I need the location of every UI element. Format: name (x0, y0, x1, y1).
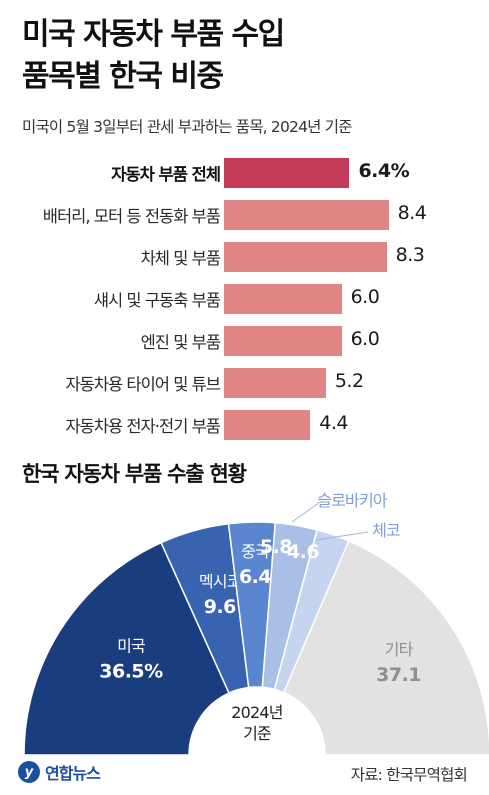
leader-line (291, 501, 321, 523)
yonhap-logo: y 연합뉴스 (18, 760, 101, 784)
donut-chart-title: 한국 자동차 부품 수출 현황 (22, 462, 247, 486)
slice-name-label: 중국 (241, 542, 269, 561)
slice-name-label: 미국 (117, 637, 145, 656)
slice-value-label: 6.4 (239, 566, 271, 588)
slice-name-label: 기타 (385, 640, 414, 659)
chart-subtitle: 미국이 5월 3일부터 관세 부과하는 품목, 2024년 기준 (22, 118, 352, 136)
donut-slice (23, 541, 231, 756)
slice-value-label: 5.8 (260, 536, 292, 558)
slice-value-label: 9.6 (204, 596, 236, 618)
bar (224, 158, 350, 188)
bar (224, 200, 389, 230)
bar-category-label: 자동차용 타이어 및 튜브 (65, 375, 221, 394)
slice-name-label: 슬로바키아 (317, 491, 388, 510)
yonhap-logo-text: 연합뉴스 (45, 764, 101, 783)
bar (224, 242, 387, 272)
slice-value-label: 4.6 (287, 541, 319, 563)
bar-row: 자동차용 타이어 및 튜브 5.2 (0, 361, 489, 405)
slice-name-label: 멕시코 (199, 572, 241, 591)
bar-category-label: 배터리, 모터 등 전동화 부품 (42, 207, 221, 226)
bar (224, 410, 311, 440)
bar-value-label: 8.4 (397, 202, 427, 224)
chart-title: 미국 자동차 부품 수입 품목별 한국 비중 (22, 14, 285, 98)
slice-name-label: 체코 (372, 521, 400, 540)
source-note: 자료: 한국무역협회 (350, 766, 468, 784)
bar-value-label: 6.0 (350, 328, 380, 350)
bar (224, 284, 342, 314)
bar-category-label: 자동차용 전자·전기 부품 (65, 417, 221, 436)
slice-value-label: 36.5% (99, 661, 163, 683)
leader-line (315, 531, 369, 541)
slice-value-label: 37.1 (376, 664, 421, 686)
yonhap-logo-icon: y (18, 761, 40, 783)
bar-category-label: 엔진 및 부품 (140, 333, 221, 352)
bar-row: 자동차 부품 전체 6.4% (0, 151, 489, 195)
bar-row: 자동차용 전자·전기 부품 4.4 (0, 403, 489, 447)
bar-value-label: 4.4 (319, 412, 348, 434)
donut-center-label: 2024년 (231, 703, 283, 722)
donut-slice (282, 539, 489, 756)
bar-category-label: 차체 및 부품 (140, 249, 221, 268)
bar-category-label: 섀시 및 구동축 부품 (93, 291, 221, 310)
title-line-1: 미국 자동차 부품 수입 (22, 17, 285, 52)
bar-row: 차체 및 부품 8.3 (0, 235, 489, 279)
bar-row: 배터리, 모터 등 전동화 부품 8.4 (0, 193, 489, 237)
bar-row: 섀시 및 구동축 부품 6.0 (0, 277, 489, 321)
bar-value-label: 8.3 (395, 244, 425, 266)
bar-value-label: 5.2 (334, 370, 364, 392)
title-line-2: 품목별 한국 비중 (22, 59, 224, 94)
bar-row: 엔진 및 부품 6.0 (0, 319, 489, 363)
bar-value-label: 6.4% (358, 160, 410, 182)
bar (224, 368, 326, 398)
bar (224, 326, 342, 356)
bar-category-label: 자동차 부품 전체 (111, 165, 221, 184)
bar-value-label: 6.0 (350, 286, 380, 308)
donut-center-label: 기준 (243, 724, 271, 743)
